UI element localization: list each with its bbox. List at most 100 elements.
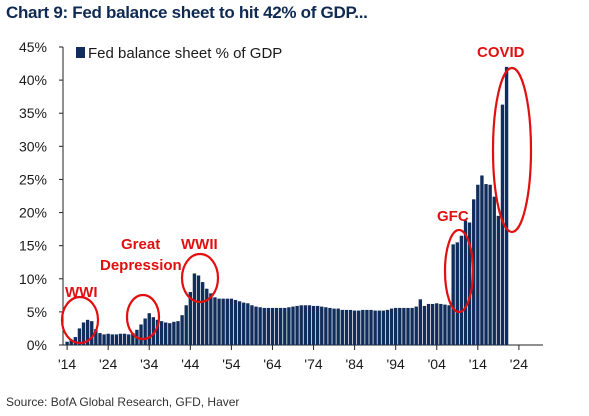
- annotation-wwi: WWI: [65, 284, 97, 301]
- x-tick-label: '74: [304, 356, 322, 372]
- bar-1941: [176, 321, 180, 345]
- bar-1916: [73, 337, 78, 345]
- bar-1959: [250, 305, 254, 345]
- bar-1922: [98, 333, 102, 345]
- x-axis: '14 '24 '34 '44 '54 '64 '74 '84 '94 '04 '14 '24: [58, 344, 543, 372]
- bar-1984: [352, 310, 357, 345]
- bar-1979: [332, 308, 336, 345]
- bar-1992: [385, 309, 390, 345]
- bar-1951: [217, 298, 221, 345]
- bar-1980: [336, 308, 340, 345]
- bar-1929: [127, 334, 131, 345]
- bar-2010: [459, 235, 464, 345]
- legend-label: Fed balance sheet % of GDP: [88, 45, 282, 62]
- bar-2015: [480, 175, 484, 345]
- great-depression-ellipse: [125, 293, 161, 341]
- bar-1952: [221, 298, 225, 345]
- bar-1943: [184, 305, 188, 345]
- bar-1974: [311, 305, 316, 345]
- bar-series: [65, 66, 509, 346]
- bar-1956: [237, 301, 242, 345]
- bar-1937: [159, 321, 164, 345]
- bar-1983: [348, 309, 353, 345]
- bar-1927: [118, 333, 123, 345]
- bar-1928: [122, 333, 127, 345]
- y-tick-label: 40%: [19, 72, 47, 88]
- bar-2009: [455, 242, 459, 345]
- bar-1946: [196, 275, 201, 345]
- bar-1915: [69, 339, 73, 345]
- x-tick-label: '14: [469, 356, 487, 372]
- chart-title: Chart 9: Fed balance sheet to hit 42% of…: [6, 3, 368, 22]
- bar-1914: [65, 341, 69, 345]
- annotation-depression: Depression: [100, 257, 182, 274]
- bar-1967: [283, 307, 287, 345]
- bar-1993: [389, 308, 394, 345]
- bar-1978: [328, 307, 332, 345]
- bar-1925: [110, 334, 114, 345]
- bar-1932: [139, 324, 143, 345]
- bar-1996: [402, 307, 406, 345]
- x-tick-label: '64: [263, 356, 281, 372]
- x-tick-label: '94: [387, 356, 405, 372]
- bar-2011: [463, 220, 468, 345]
- bar-2021: [504, 66, 509, 346]
- annotation-gfc: GFC: [437, 208, 469, 225]
- annotations: WWI Great Depression WWII GFC COVID: [60, 44, 533, 345]
- bar-1966: [278, 307, 283, 345]
- bar-1997: [406, 307, 410, 345]
- bar-1923: [102, 334, 106, 345]
- bar-1944: [188, 292, 193, 345]
- bar-1986: [361, 309, 365, 345]
- x-tick-label: '24: [99, 356, 117, 372]
- bar-1960: [254, 306, 258, 345]
- y-tick-label: 0%: [27, 337, 47, 353]
- bar-1940: [172, 321, 176, 345]
- bar-1955: [233, 299, 238, 345]
- bar-1977: [324, 307, 328, 345]
- bar-1957: [242, 302, 246, 345]
- bar-2016: [484, 184, 488, 345]
- bar-1919: [85, 319, 90, 345]
- bar-1939: [168, 323, 172, 345]
- bar-1954: [229, 298, 234, 345]
- y-tick-label: 35%: [19, 105, 47, 121]
- bar-1994: [393, 307, 398, 345]
- bar-1920: [90, 321, 94, 345]
- annotation-wwii: WWII: [181, 236, 218, 253]
- bar-2006: [443, 304, 447, 345]
- bar-2002: [426, 303, 431, 345]
- wwi-ellipse: [60, 295, 100, 345]
- bar-1942: [180, 315, 184, 345]
- bar-1981: [340, 309, 344, 345]
- bar-1962: [262, 307, 266, 345]
- wwii-ellipse: [180, 252, 220, 304]
- bar-1969: [291, 306, 295, 345]
- bar-2008: [451, 244, 455, 345]
- bar-1963: [266, 307, 271, 345]
- bar-1999: [414, 306, 418, 345]
- x-tick-label: '84: [345, 356, 363, 372]
- bar-1953: [225, 298, 229, 345]
- x-tick-label: '14: [58, 356, 76, 372]
- legend: Fed balance sheet % of GDP: [76, 45, 282, 62]
- bar-1987: [365, 309, 369, 345]
- covid-ellipse: [491, 66, 533, 234]
- bar-1972: [303, 305, 308, 345]
- bar-2018: [492, 196, 496, 345]
- bar-2012: [467, 222, 472, 345]
- source-note: Source: BofA Global Research, GFD, Haver: [6, 395, 240, 409]
- bar-1991: [381, 310, 386, 345]
- bar-2004: [435, 303, 439, 345]
- y-tick-label: 25%: [19, 171, 47, 187]
- bar-2019: [496, 215, 501, 345]
- bar-1961: [258, 307, 262, 345]
- bar-1934: [147, 313, 151, 345]
- y-tick-label: 15%: [19, 238, 47, 254]
- bar-1924: [106, 333, 110, 345]
- bar-1948: [205, 288, 209, 345]
- bar-2014: [476, 184, 480, 345]
- y-tick-label: 30%: [19, 138, 47, 154]
- bar-1982: [344, 309, 349, 345]
